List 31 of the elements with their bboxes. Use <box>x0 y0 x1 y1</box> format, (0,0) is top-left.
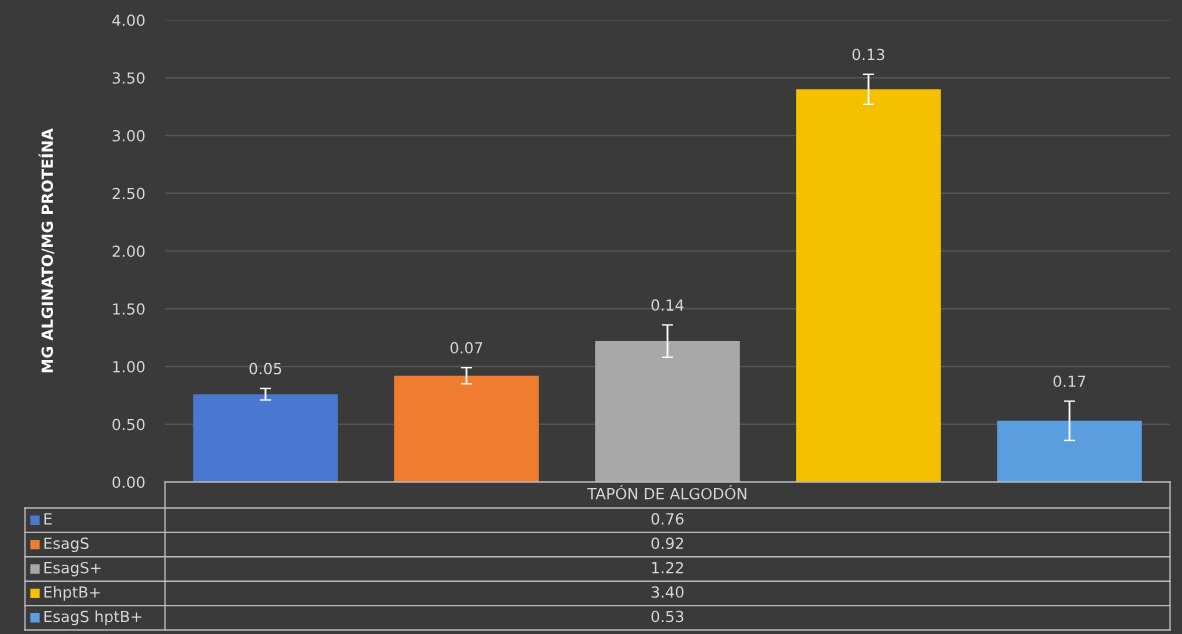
text: 0.76 <box>651 513 684 525</box>
annotation: 0.14 <box>651 299 684 311</box>
y-tick-label: 2.00 <box>112 245 145 258</box>
y-tick-label: 3.50 <box>112 72 145 84</box>
x-tick-label: TAPÓN DE ALGODÓN <box>587 485 747 500</box>
text: 3.40 <box>651 586 684 598</box>
y-axis-title: MG ALGINATO/MG PROTEÍNA <box>38 128 55 373</box>
y-tick-label: 3.00 <box>112 129 145 142</box>
bar <box>394 375 539 482</box>
legend-label: EsagS hptB+ <box>44 610 142 626</box>
legend-label: EhptB+ <box>44 586 100 601</box>
text: 0.53 <box>651 610 684 623</box>
y-tick-label: 1.50 <box>113 303 145 315</box>
bar <box>796 89 941 482</box>
y-tick-label: 0.00 <box>112 476 145 489</box>
bar <box>997 420 1142 482</box>
legend-label: EsagS <box>44 537 89 552</box>
y-tick-label: 0.50 <box>112 418 145 431</box>
annotation: 0.05 <box>249 362 282 375</box>
annotation: 0.17 <box>1053 375 1086 388</box>
bar <box>595 341 740 482</box>
y-tick-label: 2.50 <box>112 187 145 200</box>
y-tick-label: 1.00 <box>113 360 145 373</box>
bar <box>193 394 338 482</box>
legend-label: EsagS+ <box>44 561 101 577</box>
text: 1.22 <box>652 561 683 574</box>
legend-label: E <box>44 513 52 525</box>
annotation: 0.07 <box>450 342 483 354</box>
annotation: 0.13 <box>852 48 885 61</box>
y-tick-label: 4.00 <box>112 14 145 27</box>
text: 0.92 <box>651 537 683 550</box>
